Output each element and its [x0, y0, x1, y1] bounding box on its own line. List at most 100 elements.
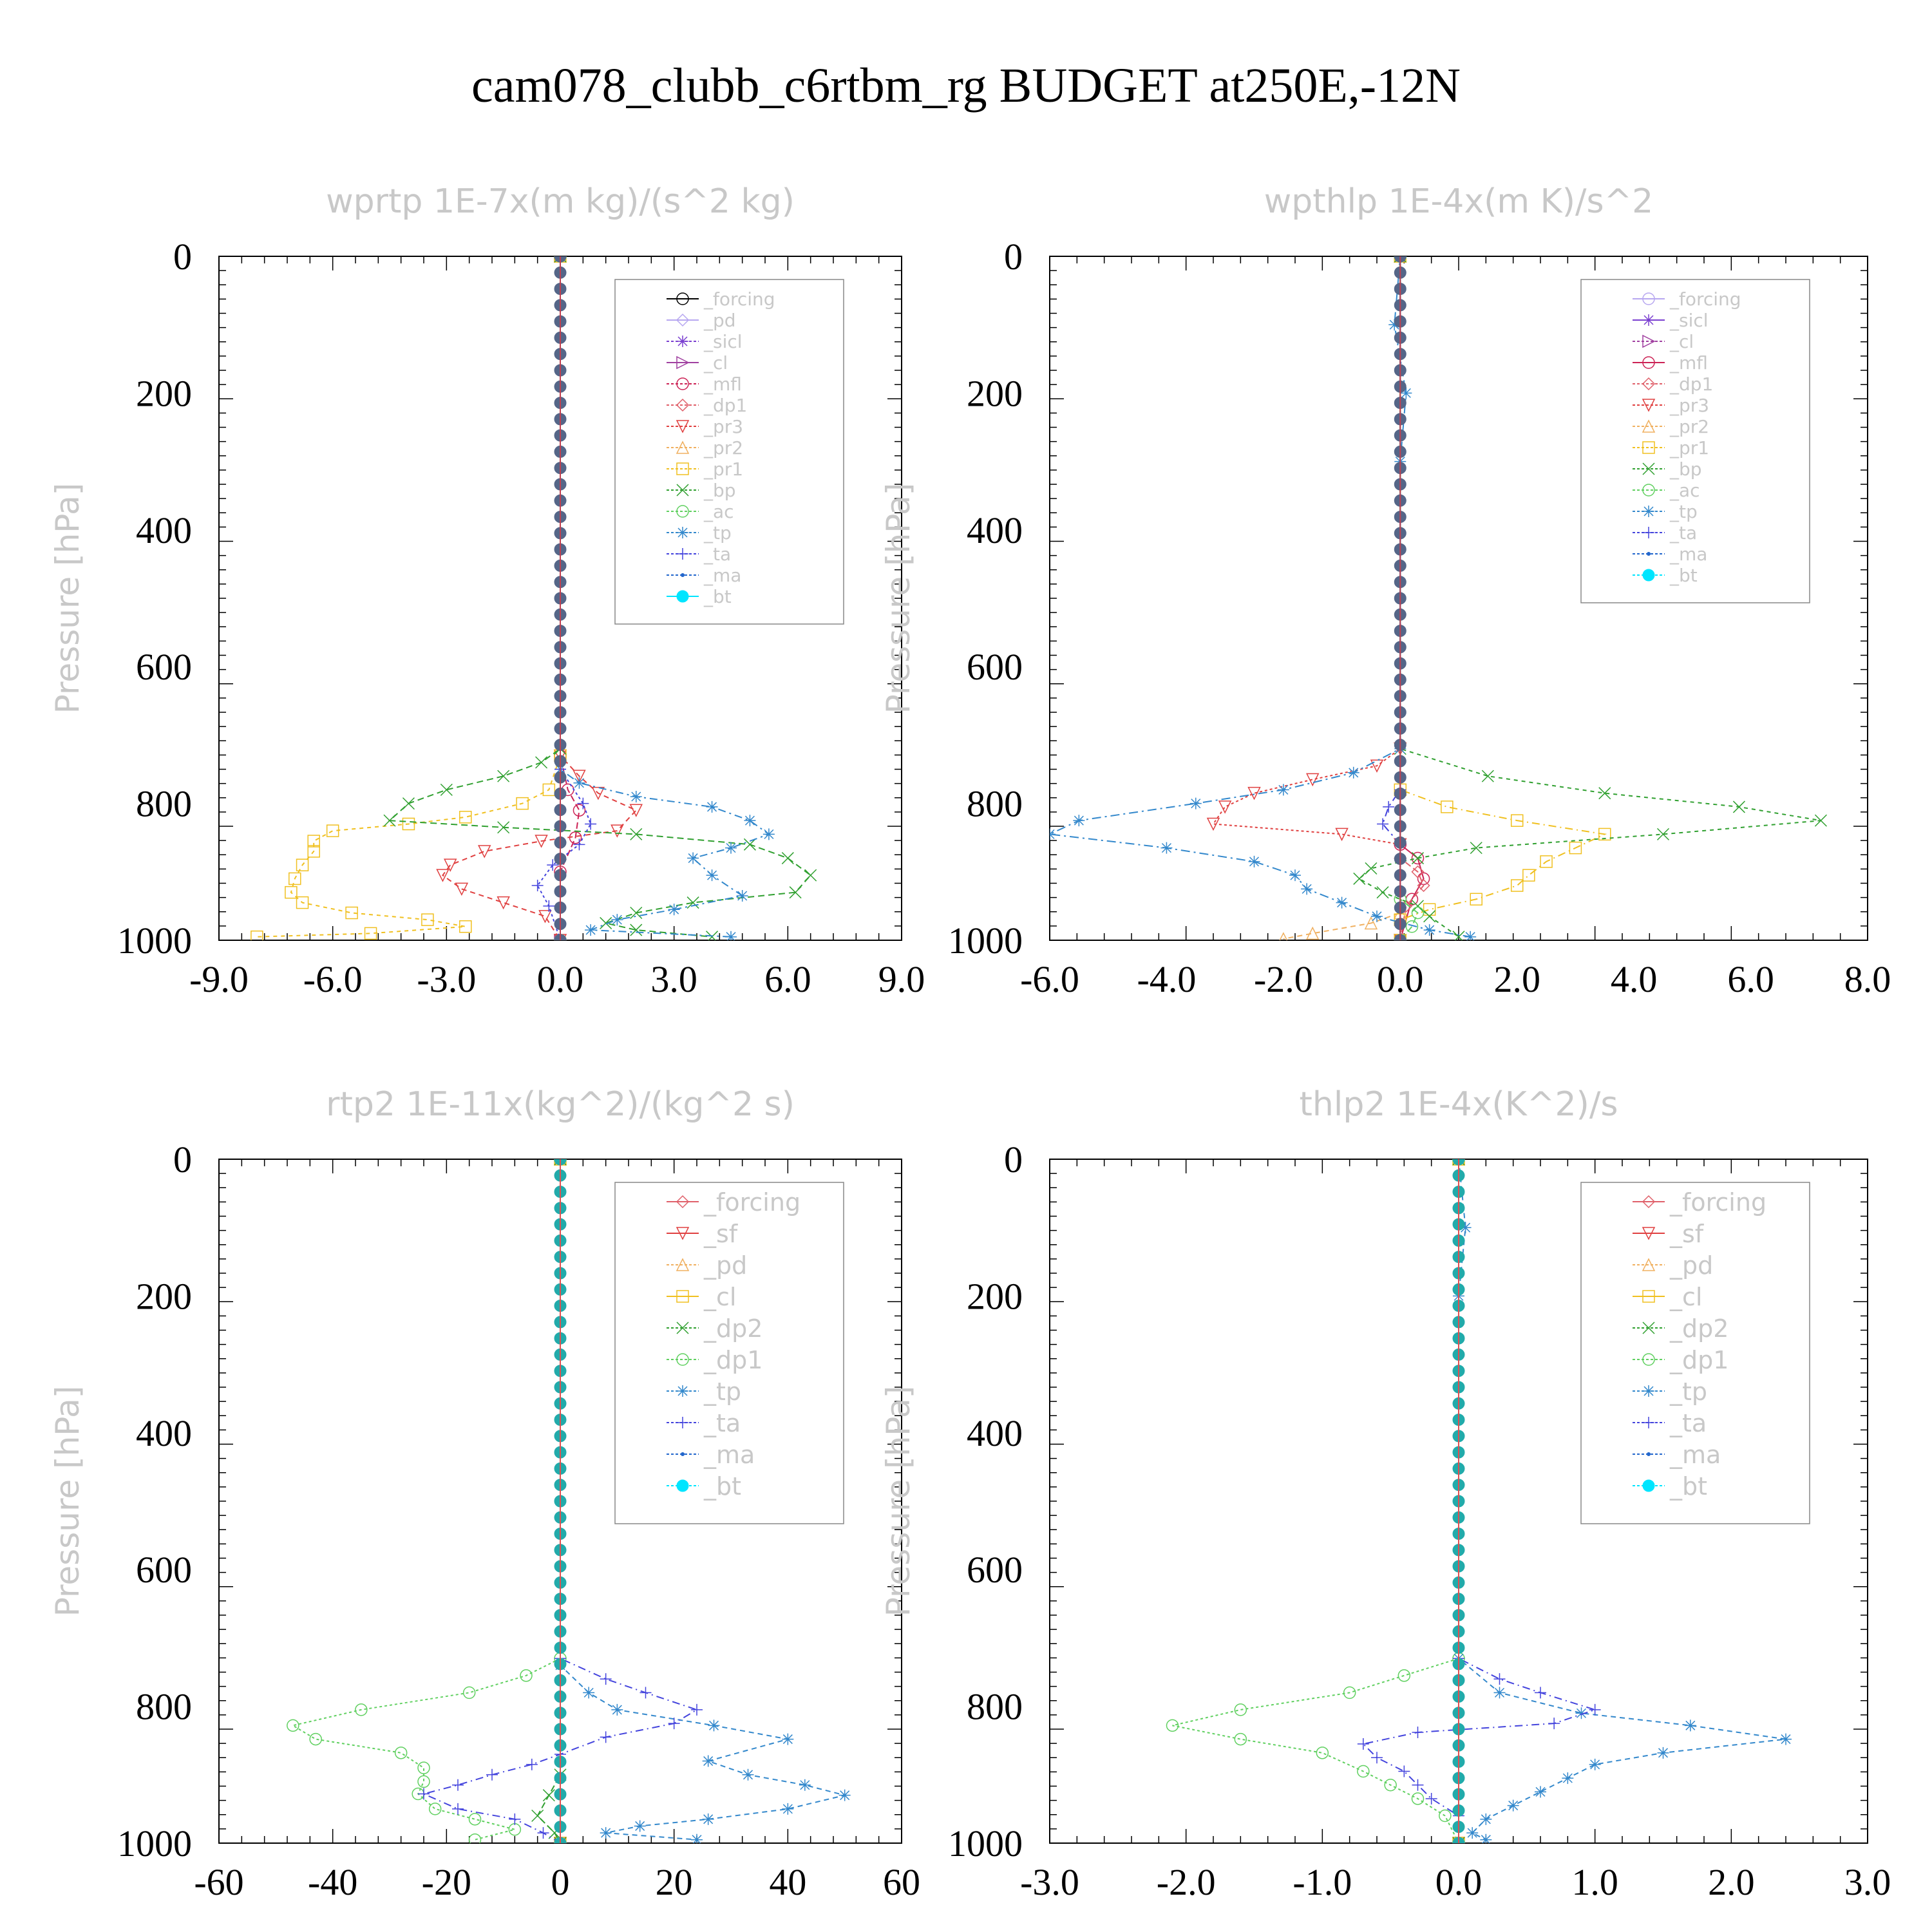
legend-label: _sicl — [703, 331, 743, 352]
data-point — [1535, 1687, 1546, 1699]
data-point — [497, 821, 510, 834]
data-point — [702, 1813, 714, 1825]
legend-marker — [677, 527, 688, 538]
data-point — [573, 804, 586, 817]
data-point — [1423, 903, 1436, 916]
data-point — [538, 910, 552, 923]
data-point — [1073, 815, 1085, 827]
series-line-ta — [1361, 1159, 1597, 1843]
legend-marker — [1642, 1321, 1655, 1334]
data-point — [1364, 916, 1378, 930]
y-tick-label: 400 — [967, 1412, 1023, 1454]
data-point — [585, 924, 597, 936]
data-point — [1411, 1792, 1425, 1805]
x-tick-label: 0.0 — [1435, 1861, 1482, 1903]
y-tick-label: 1000 — [117, 920, 192, 961]
data-point — [1306, 773, 1320, 787]
data-point — [583, 1687, 595, 1699]
chart-panel-2: wpthlp 1E-4x(m K)/s^2 Pressure [hPa] -6.0 -… — [880, 182, 1891, 1000]
x-tick-label: 0.0 — [537, 958, 584, 1000]
data-point — [691, 1703, 703, 1716]
data-point — [1316, 1747, 1329, 1759]
chart-title: wprtp 1E-7x(m kg)/(s^2 kg) — [326, 182, 795, 221]
data-point — [462, 1686, 476, 1700]
data-point — [577, 797, 589, 810]
data-point — [1306, 926, 1320, 940]
series-line-dp1 — [291, 1159, 561, 1841]
data-point — [402, 817, 415, 831]
data-point — [744, 815, 756, 827]
legend-marker — [676, 590, 689, 603]
legend-marker — [676, 1321, 689, 1334]
data-point — [535, 756, 548, 769]
data-point — [516, 797, 529, 810]
legend-box — [1580, 1182, 1810, 1524]
legend-label: _bp — [703, 480, 736, 501]
data-point — [309, 1732, 322, 1746]
x-tick-label: -3.0 — [1020, 1861, 1079, 1903]
data-point — [611, 1703, 623, 1716]
data-point — [1425, 1792, 1437, 1804]
y-tick-label: 800 — [136, 1686, 192, 1728]
data-point — [804, 869, 817, 882]
legend-marker — [677, 336, 688, 347]
chart-panel-4: thlp2 1E-4x(K^2)/s Pressure [hPa] -3.0 -2.0… — [880, 1085, 1891, 1903]
legend-label: _bt — [1669, 1472, 1707, 1501]
x-tick-label: -4.0 — [1137, 958, 1197, 1000]
data-point — [537, 1827, 549, 1839]
data-point — [1050, 828, 1056, 840]
x-tick-label: -20 — [422, 1861, 471, 1903]
data-point — [1493, 1687, 1506, 1699]
y-axis-label: Pressure [hPa] — [880, 483, 917, 714]
data-point — [1206, 817, 1220, 831]
legend-marker — [1642, 399, 1656, 412]
data-point — [630, 828, 643, 840]
data-point — [706, 931, 719, 940]
x-tick-label: 2.0 — [1493, 958, 1540, 1000]
data-point — [543, 900, 555, 912]
legend-label: _bt — [703, 1472, 741, 1501]
legend-marker — [1643, 527, 1654, 538]
legend-label: _mfl — [1669, 352, 1708, 374]
y-axis-label: Pressure [hPa] — [49, 1386, 86, 1617]
data-point — [611, 824, 624, 838]
data-point — [1439, 1809, 1452, 1823]
legend-label: _dp1 — [703, 1346, 762, 1374]
data-point — [687, 896, 699, 909]
data-point — [630, 790, 642, 802]
legend-label: _forcing — [703, 289, 775, 310]
data-point — [600, 916, 612, 929]
data-point — [1656, 828, 1670, 840]
y-tick-label: 200 — [136, 372, 192, 414]
data-point — [1481, 770, 1494, 782]
data-point — [743, 838, 756, 851]
series-line-pr1 — [1399, 256, 1607, 940]
data-point — [1589, 1703, 1601, 1716]
y-tick-label: 800 — [967, 783, 1023, 825]
data-point — [531, 880, 544, 892]
y-tick-label: 200 — [136, 1275, 192, 1317]
x-tick-label: -6.0 — [303, 958, 363, 1000]
legend-label: _ma — [1669, 1441, 1721, 1469]
legend-marker — [676, 420, 690, 433]
y-tick-label: 800 — [136, 783, 192, 825]
data-point — [1535, 1786, 1546, 1798]
x-tick-label: -1.0 — [1293, 1861, 1352, 1903]
legend-marker — [1642, 1290, 1655, 1303]
data-point — [1336, 896, 1348, 909]
data-point — [440, 783, 453, 796]
data-point — [725, 931, 737, 940]
data-point — [1510, 879, 1524, 892]
data-point — [600, 1731, 612, 1743]
data-point — [1301, 883, 1313, 895]
legend-marker — [1642, 1258, 1656, 1271]
data-point — [289, 872, 301, 886]
legend-marker — [1642, 377, 1656, 391]
y-tick-label: 1000 — [948, 1823, 1023, 1864]
legend-marker — [676, 1353, 689, 1366]
data-point — [1459, 1222, 1472, 1234]
data-point — [1522, 869, 1535, 882]
legend-label: _pr3 — [703, 416, 743, 437]
legend-marker — [1642, 334, 1656, 348]
